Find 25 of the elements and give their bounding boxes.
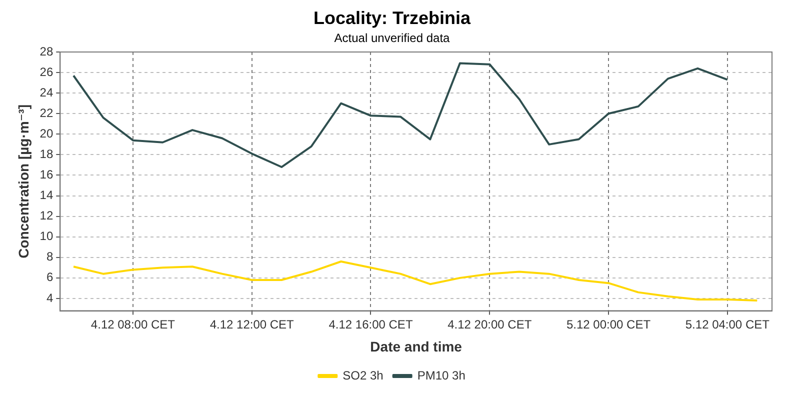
y-tick-label: 12 xyxy=(40,208,54,223)
y-tick-label: 28 xyxy=(40,44,54,58)
x-tick-label: 5.12 04:00 CET xyxy=(685,317,770,332)
y-tick-label: 8 xyxy=(46,250,54,264)
y-tick-label: 6 xyxy=(46,270,54,284)
y-axis-title: Concentration [µg·m⁻³] xyxy=(15,104,32,258)
x-tick-label: 4.12 12:00 CET xyxy=(210,317,295,332)
y-tick-label: 26 xyxy=(40,64,54,79)
legend-label: PM10 3h xyxy=(417,368,466,382)
x-axis-title: Date and time xyxy=(370,338,462,354)
x-tick-label: 5.12 00:00 CET xyxy=(566,317,652,332)
y-tick-label: 22 xyxy=(40,106,54,120)
y-tick-label: 18 xyxy=(40,147,54,162)
chart-subtitle: Actual unverified data xyxy=(334,31,450,46)
y-tick-label: 10 xyxy=(40,229,54,244)
chart-title: Locality: Trzebinia xyxy=(313,8,472,28)
y-tick-label: 24 xyxy=(40,85,54,100)
legend-label: SO2 3h xyxy=(342,368,384,382)
x-tick-label: 4.12 08:00 CET xyxy=(90,317,176,332)
x-tick-label: 4.12 16:00 CET xyxy=(328,317,414,332)
y-tick-label: 14 xyxy=(40,188,54,202)
y-tick-label: 16 xyxy=(40,168,54,182)
x-tick-label: 4.12 20:00 CET xyxy=(448,317,532,332)
y-tick-label: 20 xyxy=(40,126,54,140)
y-tick-label: 4 xyxy=(46,290,54,305)
